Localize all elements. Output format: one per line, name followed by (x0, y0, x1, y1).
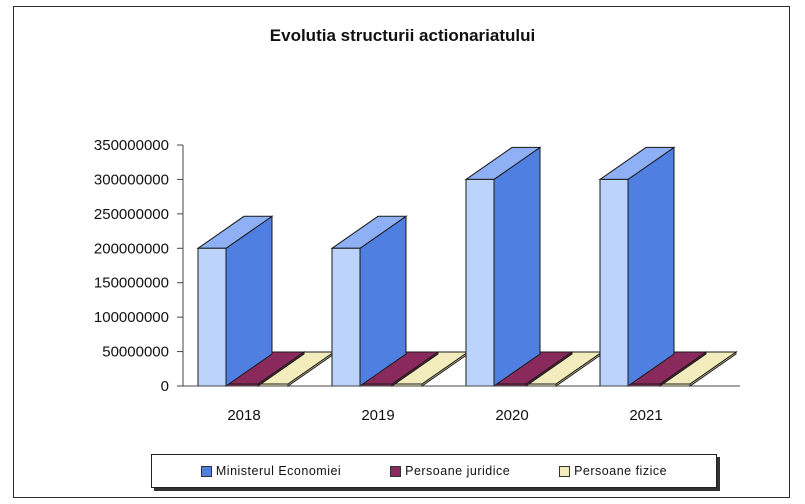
x-tick-label: 2020 (495, 407, 528, 424)
y-tick-label: 300000000 (94, 171, 169, 188)
legend-swatch-persoane-juridice (390, 465, 402, 477)
x-tick-label: 2021 (629, 407, 662, 424)
chart-legend: Ministerul Economiei Persoane juridice P… (151, 454, 717, 488)
legend-swatch-persoane-fizice (559, 465, 571, 477)
y-tick-label: 250000000 (94, 206, 169, 223)
x-tick-label: 2019 (361, 407, 394, 424)
y-tick-label: 350000000 (94, 137, 169, 154)
legend-item-persoane-fizice: Persoane fizice (559, 464, 667, 478)
legend-swatch-ministerul-economiei (200, 465, 212, 477)
bar-ministerul-economiei-2019 (331, 247, 361, 387)
x-tick-label: 2018 (227, 407, 260, 424)
chart-title: Evolutia structurii actionariatului (269, 26, 536, 45)
legend-item-persoane-juridice: Persoane juridice (390, 464, 510, 478)
bar-ministerul-economiei-2020 (465, 178, 495, 387)
legend-item-ministerul-economiei: Ministerul Economiei (200, 464, 342, 478)
bar-ministerul-economiei-2018 (197, 247, 227, 387)
y-tick-label: 150000000 (94, 275, 169, 292)
legend-label-persoane-juridice: Persoane juridice (405, 464, 511, 478)
y-tick-label: 0 (161, 378, 169, 395)
bar-ministerul-economiei-2021 (599, 178, 629, 387)
y-tick-label: 50000000 (102, 344, 169, 361)
legend-label-persoane-fizice: Persoane fizice (574, 464, 668, 478)
y-tick-label: 100000000 (94, 309, 169, 326)
legend-label-ministerul-economiei: Ministerul Economiei (215, 464, 342, 478)
bar-ministerul-economiei-2021-side (627, 146, 675, 387)
y-tick-label: 200000000 (94, 240, 169, 257)
bar-ministerul-economiei-2020-side (493, 146, 541, 387)
